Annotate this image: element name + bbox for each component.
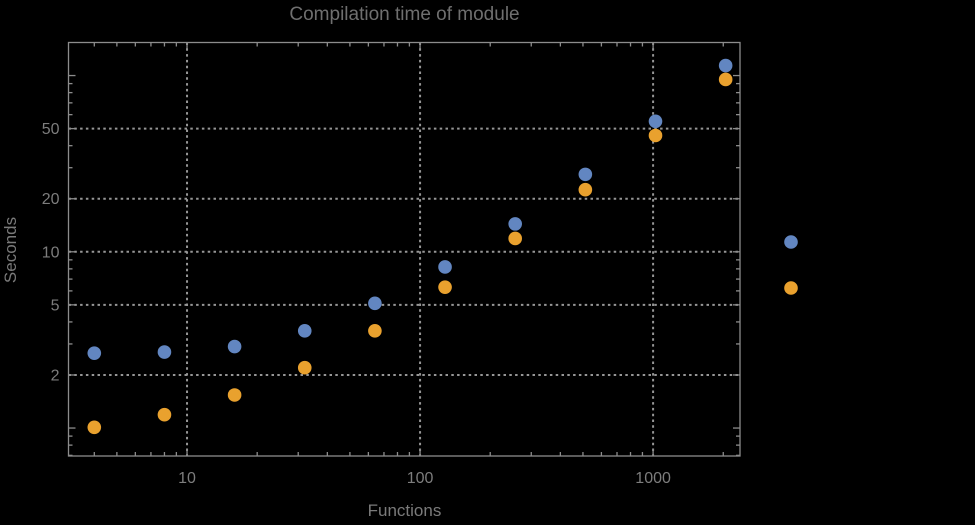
data-point-series-2-orange (578, 182, 593, 197)
x-tick-label: 100 (407, 470, 434, 487)
data-point-series-1-blue (368, 296, 382, 311)
data-point-series-2-orange (157, 407, 172, 422)
legend-marker-series-1-blue (784, 235, 798, 249)
y-tick-label: 2 (51, 367, 60, 384)
data-point-series-1-blue (297, 324, 312, 338)
data-point-series-1-blue (227, 339, 242, 354)
x-tick-label: 10 (178, 470, 196, 487)
data-point-series-2-orange (227, 388, 242, 402)
data-point-series-2-orange (368, 324, 382, 338)
data-point-series-1-blue (648, 114, 663, 129)
data-point-series-1-blue (578, 167, 593, 182)
data-point-series-2-orange (718, 72, 733, 87)
data-point-series-2-orange (297, 360, 312, 375)
x-tick-label: 1000 (635, 470, 671, 487)
data-point-series-1-blue (438, 260, 452, 274)
data-point-series-2-orange (508, 231, 522, 246)
y-tick-label: 20 (42, 191, 60, 208)
data-point-series-1-blue (718, 58, 733, 73)
y-tick-label: 50 (42, 121, 60, 138)
data-point-series-1-blue (508, 217, 522, 231)
y-axis-label: Seconds (1, 216, 20, 284)
plot-frame (67, 41, 741, 457)
y-tick-label: 5 (51, 297, 60, 314)
y-tick-label: 10 (42, 244, 60, 261)
data-point-series-1-blue (87, 346, 102, 360)
data-point-series-2-orange (438, 280, 452, 294)
legend-marker-series-2-orange (784, 281, 798, 295)
chart-title: Compilation time of module (289, 4, 520, 25)
x-axis-label: Functions (367, 501, 442, 520)
data-point-series-1-blue (157, 345, 172, 359)
data-point-series-2-orange (648, 128, 663, 143)
data-point-series-2-orange (87, 420, 102, 435)
